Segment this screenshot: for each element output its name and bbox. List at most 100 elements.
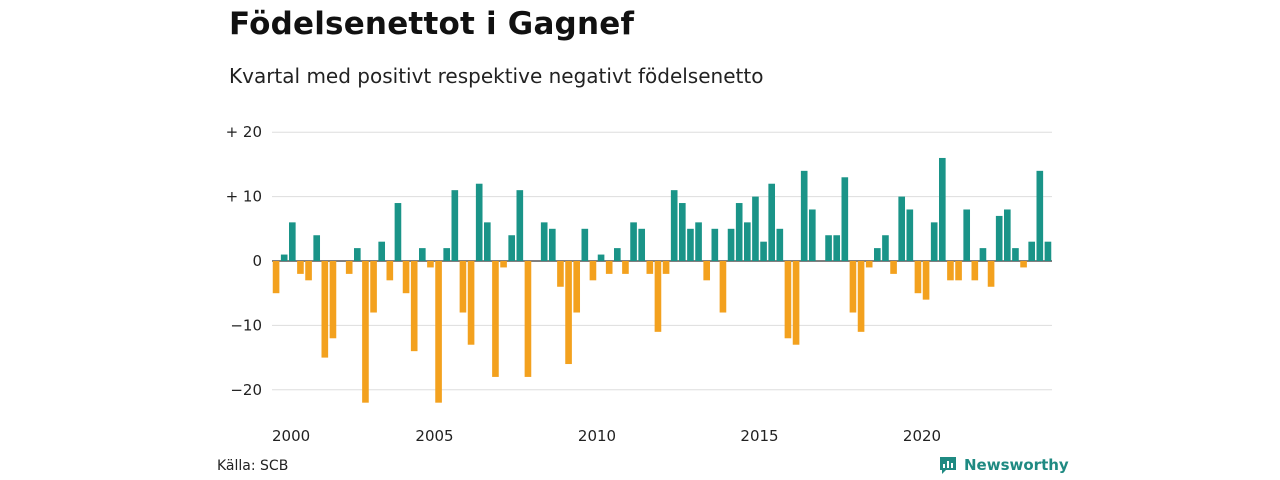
bar — [402, 261, 410, 294]
chart-title: Födelsenettot i Gagnef — [229, 6, 635, 42]
bar — [581, 228, 589, 261]
bar — [622, 261, 629, 274]
bar — [484, 222, 491, 261]
bar — [849, 261, 857, 313]
bar — [947, 261, 954, 281]
bar — [939, 157, 946, 261]
bar — [792, 261, 800, 345]
bar — [979, 248, 987, 261]
x-tick-label: 2015 — [740, 427, 778, 445]
bar — [963, 209, 971, 261]
bar — [735, 203, 743, 261]
bar — [605, 261, 613, 274]
bar — [313, 235, 321, 261]
bar — [289, 222, 296, 261]
bar — [670, 190, 678, 261]
bar — [305, 261, 312, 281]
bar — [711, 228, 719, 261]
bar — [744, 222, 751, 261]
bar — [451, 190, 459, 261]
bar — [1020, 261, 1027, 268]
newsworthy-brand[interactable]: Newsworthy — [938, 455, 1069, 475]
y-tick-label: −20 — [230, 381, 262, 399]
bar — [297, 261, 304, 274]
bar — [719, 261, 727, 313]
bar — [752, 196, 759, 261]
bar — [654, 261, 662, 332]
x-tick-label: 2010 — [578, 427, 616, 445]
x-tick-label: 2020 — [903, 427, 941, 445]
bar — [662, 261, 670, 274]
y-tick-label: 0 — [252, 252, 262, 270]
bar — [419, 248, 426, 261]
bar — [930, 222, 938, 261]
bar — [857, 261, 865, 332]
bar — [500, 261, 507, 268]
bar — [971, 261, 979, 281]
bar — [882, 235, 889, 261]
bar — [410, 261, 418, 352]
bar — [784, 261, 792, 339]
bar — [825, 235, 832, 261]
brand-name: Newsworthy — [964, 456, 1069, 474]
bar — [646, 261, 654, 274]
bar — [874, 248, 881, 261]
bar — [898, 196, 906, 261]
bar — [687, 228, 694, 261]
bar — [865, 261, 873, 268]
bar — [435, 261, 442, 403]
y-tick-label: + 20 — [226, 123, 262, 141]
bar — [1036, 170, 1044, 261]
bar — [370, 261, 377, 313]
bar — [549, 228, 556, 261]
bar — [597, 254, 605, 261]
bar — [679, 203, 686, 261]
bar — [345, 261, 353, 274]
bar — [890, 261, 897, 274]
bar — [467, 261, 475, 345]
chart-subtitle: Kvartal med positivt respektive negativt… — [229, 64, 764, 88]
bar — [1012, 248, 1019, 261]
bar — [695, 222, 702, 261]
bar — [516, 190, 524, 261]
y-tick-label: −10 — [230, 316, 262, 334]
bar — [1028, 241, 1036, 261]
bar — [280, 254, 288, 261]
bar — [906, 209, 914, 261]
bar — [922, 261, 930, 300]
bar — [354, 248, 361, 261]
bar — [394, 203, 402, 261]
bar — [508, 235, 516, 261]
bar — [614, 248, 621, 261]
bar — [329, 261, 337, 339]
source-note: Källa: SCB — [217, 458, 289, 474]
bar — [573, 261, 581, 313]
bar — [565, 261, 572, 365]
bar — [321, 261, 329, 358]
bar — [703, 261, 711, 281]
newsworthy-logo-icon — [940, 457, 956, 474]
bar — [995, 215, 1003, 261]
x-tick-label: 2000 — [272, 427, 310, 445]
bar — [914, 261, 922, 294]
bar — [760, 241, 767, 261]
bar — [386, 261, 394, 281]
bar — [427, 261, 434, 268]
bar — [800, 170, 808, 261]
bar — [630, 222, 637, 261]
bar — [540, 222, 548, 261]
grid-lines — [272, 131, 1052, 391]
x-tick-label: 2005 — [415, 427, 453, 445]
bar — [1044, 241, 1052, 261]
y-tick-label: + 10 — [226, 188, 262, 206]
bar — [768, 183, 776, 261]
bar — [443, 248, 451, 261]
bar — [362, 261, 369, 403]
bar — [475, 183, 483, 261]
bar — [1004, 209, 1011, 261]
bar — [727, 228, 735, 261]
bar — [589, 261, 597, 281]
bar — [987, 261, 995, 287]
bar — [459, 261, 467, 313]
